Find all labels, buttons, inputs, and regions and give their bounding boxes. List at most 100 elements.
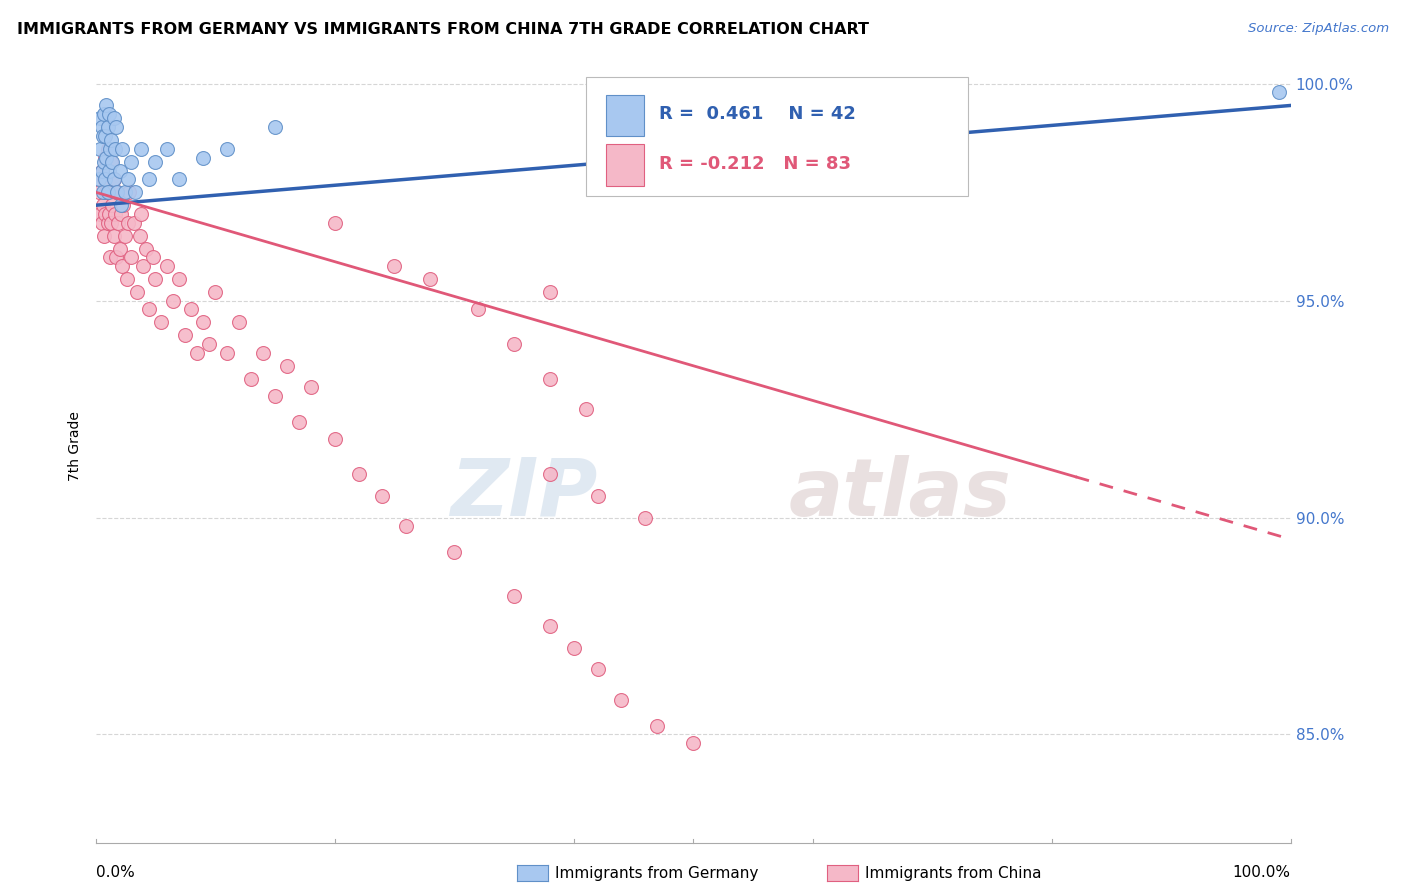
Point [135,242,157,256]
Point [96,120,120,135]
Point [112,198,135,212]
Point [110,198,132,212]
Point [288,415,311,429]
Point [204,285,226,299]
Point [103,172,125,186]
Text: Source: ZipAtlas.com: Source: ZipAtlas.com [1249,22,1389,36]
Point [96,185,120,199]
Point [538,285,561,299]
Text: R =  0.461    N = 42: R = 0.461 N = 42 [658,105,855,123]
Text: 0.0%: 0.0% [96,865,135,880]
FancyBboxPatch shape [586,77,969,196]
Point [103,112,125,126]
Point [105,185,128,199]
Point [647,719,669,733]
Y-axis label: 7th Grade: 7th Grade [69,411,83,481]
Point [90,163,112,178]
Point [129,207,152,221]
Point [264,389,287,403]
Point [169,272,191,286]
Point [94,128,117,143]
Point [94,207,117,221]
Point [117,216,139,230]
Point [108,163,131,178]
Point [586,489,609,503]
Point [228,315,250,329]
Point [142,250,165,264]
Point [96,98,118,112]
Text: atlas: atlas [789,455,1011,533]
Point [104,142,127,156]
Point [117,172,139,186]
Point [240,372,263,386]
Point [98,250,121,264]
Point [89,142,111,156]
Bar [606,95,644,136]
Point [104,120,127,135]
Point [174,328,197,343]
Text: Immigrants from Germany: Immigrants from Germany [555,866,759,880]
Point [252,345,274,359]
Point [100,133,122,147]
Point [128,228,150,243]
Point [89,185,111,199]
Point [98,142,121,156]
Point [150,315,173,329]
Point [586,662,609,676]
Point [89,172,111,186]
Point [897,112,920,126]
Point [114,228,136,243]
Point [276,359,298,373]
Point [127,285,149,299]
Point [97,163,120,178]
Point [323,216,346,230]
Point [138,302,160,317]
Point [91,185,114,199]
Point [114,185,136,199]
Point [217,142,239,156]
Point [682,736,704,750]
Point [91,128,114,143]
Text: IMMIGRANTS FROM GERMANY VS IMMIGRANTS FROM CHINA 7TH GRADE CORRELATION CHART: IMMIGRANTS FROM GERMANY VS IMMIGRANTS FR… [17,22,869,37]
Point [101,198,124,212]
Point [419,272,441,286]
Point [323,433,346,447]
Point [98,185,121,199]
Text: ZIP: ZIP [450,455,598,533]
Point [121,154,143,169]
Point [191,151,215,165]
Point [96,216,120,230]
Point [90,120,112,135]
Point [467,302,489,317]
Point [94,172,117,186]
Point [145,154,167,169]
Point [122,216,145,230]
Point [93,154,115,169]
Point [264,120,287,135]
Point [91,198,114,212]
Point [97,107,120,121]
Text: 100.0%: 100.0% [1233,865,1291,880]
Point [121,250,143,264]
Point [132,259,155,273]
Point [384,259,406,273]
Point [186,345,208,359]
Point [145,272,167,286]
Point [299,380,322,394]
Point [118,185,141,199]
Point [347,467,370,482]
Point [97,207,120,221]
Point [129,142,152,156]
Point [503,589,526,603]
Point [115,272,138,286]
Point [198,337,221,351]
Point [124,185,146,199]
Point [94,151,117,165]
Point [90,163,112,178]
Text: R = -0.212   N = 83: R = -0.212 N = 83 [658,155,851,173]
Point [104,250,127,264]
Point [217,345,239,359]
Point [610,693,633,707]
Point [110,207,132,221]
Bar [606,145,644,186]
